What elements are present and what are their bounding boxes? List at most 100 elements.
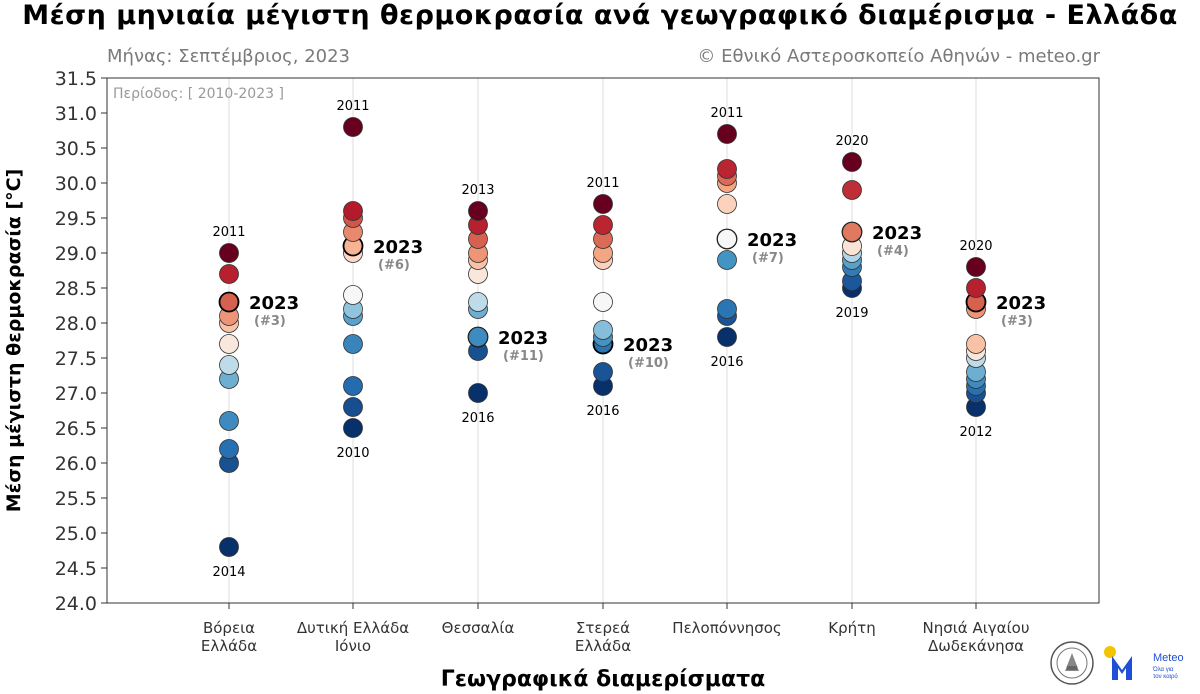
data-point[interactable] [219,537,239,557]
data-point[interactable] [717,159,737,179]
highlight-year-label: 2023 [623,335,673,356]
highlight-rank-label: (#4) [877,244,909,259]
max-year-label: 2011 [710,106,743,121]
data-point[interactable] [219,334,239,354]
highlight-year-label: 2023 [249,293,299,314]
x-tick-label: Βόρεια [203,619,255,637]
y-axis-label: Μέση μέγιστη θερμοκρασία [°C] [3,169,25,512]
y-tick-label: 29.0 [55,243,97,265]
data-point[interactable] [343,117,363,137]
data-point[interactable] [219,439,239,459]
highlight-rank-label: (#11) [503,349,544,364]
min-year-label: 2019 [835,306,868,321]
chart-title: Μέση μηνιαία μέγιστη θερμοκρασία ανά γεω… [22,0,1178,31]
copyright-subtitle: © Εθνικό Αστεροσκοπείο Αθηνών - meteo.gr [697,46,1100,67]
min-year-label: 2016 [461,411,494,426]
data-point[interactable] [219,264,239,284]
data-point[interactable] [593,320,613,340]
min-year-label: 2010 [336,446,369,461]
highlight-rank-label: (#6) [378,258,410,273]
data-point[interactable] [219,355,239,375]
data-point[interactable] [343,201,363,221]
highlight-year-label: 2023 [373,237,423,258]
x-tick-label: Ιόνιο [335,637,371,655]
data-point[interactable] [966,334,986,354]
highlight-rank-label: (#7) [752,251,784,266]
data-point[interactable] [842,222,862,242]
y-tick-label: 25.0 [55,523,97,545]
data-point[interactable] [717,299,737,319]
y-tick-label: 26.0 [55,453,97,475]
y-tick-label: 31.5 [55,68,97,90]
max-year-label: 2011 [336,99,369,114]
highlight-rank-label: (#3) [254,314,286,329]
y-tick-label: 28.0 [55,313,97,335]
data-point[interactable] [468,292,488,312]
max-year-label: 2011 [212,225,245,240]
y-tick-label: 24.5 [55,558,97,580]
x-tick-label: Δυτική Ελλάδα [297,619,409,637]
min-year-label: 2016 [710,355,743,370]
y-tick-label: 27.0 [55,383,97,405]
data-point[interactable] [593,292,613,312]
highlight-rank-label: (#10) [628,356,669,371]
month-subtitle: Μήνας: Σεπτέμβριος, 2023 [107,46,350,67]
data-point[interactable] [468,327,488,347]
data-point[interactable] [593,194,613,214]
x-tick-label: Θεσσαλία [442,619,515,637]
highlight-year-label: 2023 [747,230,797,251]
meteo-logo-name: Meteo [1153,652,1184,664]
min-year-label: 2016 [586,404,619,419]
highlight-year-label: 2023 [872,223,922,244]
y-tick-label: 24.0 [55,593,97,615]
y-tick-label: 31.0 [55,103,97,125]
max-year-label: 2020 [835,134,868,149]
data-point[interactable] [966,278,986,298]
data-point[interactable] [717,229,737,249]
meteo-logo-tagline-2: τον καιρό [1153,673,1178,680]
y-tick-label: 27.5 [55,348,97,370]
data-point[interactable] [593,362,613,382]
data-point[interactable] [717,194,737,214]
data-point[interactable] [468,383,488,403]
data-point[interactable] [966,257,986,277]
x-tick-label: Κρήτη [828,619,875,637]
meteo-logo-tagline-1: Όλα για [1152,667,1174,673]
y-tick-label: 28.5 [55,278,97,300]
data-point[interactable] [343,418,363,438]
data-point[interactable] [717,124,737,144]
data-point[interactable] [593,215,613,235]
data-point[interactable] [842,152,862,172]
max-year-label: 2020 [959,239,992,254]
highlight-point-2023[interactable] [218,291,240,313]
y-tick-label: 30.5 [55,138,97,160]
data-point[interactable] [468,201,488,221]
y-tick-label: 26.5 [55,418,97,440]
data-point[interactable] [343,376,363,396]
x-tick-label: Δωδεκάνησα [928,637,1024,655]
min-year-label: 2014 [212,565,245,580]
data-point[interactable] [219,243,239,263]
data-point[interactable] [842,180,862,200]
max-year-label: 2011 [586,176,619,191]
data-point[interactable] [343,285,363,305]
y-tick-label: 30.0 [55,173,97,195]
data-point[interactable] [717,327,737,347]
period-label: Περίοδος: [ 2010-2023 ] [113,86,284,102]
data-point[interactable] [343,397,363,417]
highlight-year-label: 2023 [498,328,548,349]
data-point[interactable] [343,334,363,354]
x-tick-label: Νησιά Αιγαίου [923,619,1030,637]
highlight-year-label: 2023 [996,293,1046,314]
x-tick-label: Στερεά [576,619,630,637]
x-tick-label: Πελοπόννησος [672,619,781,637]
y-tick-label: 25.5 [55,488,97,510]
noa-seal-logo [1050,641,1094,685]
data-point[interactable] [219,411,239,431]
data-point[interactable] [717,250,737,270]
y-tick-label: 29.5 [55,208,97,230]
x-axis-label: Γεωγραφικά διαμερίσματα [441,667,766,692]
x-tick-label: Ελλάδα [201,637,257,655]
x-tick-label: Ελλάδα [575,637,631,655]
